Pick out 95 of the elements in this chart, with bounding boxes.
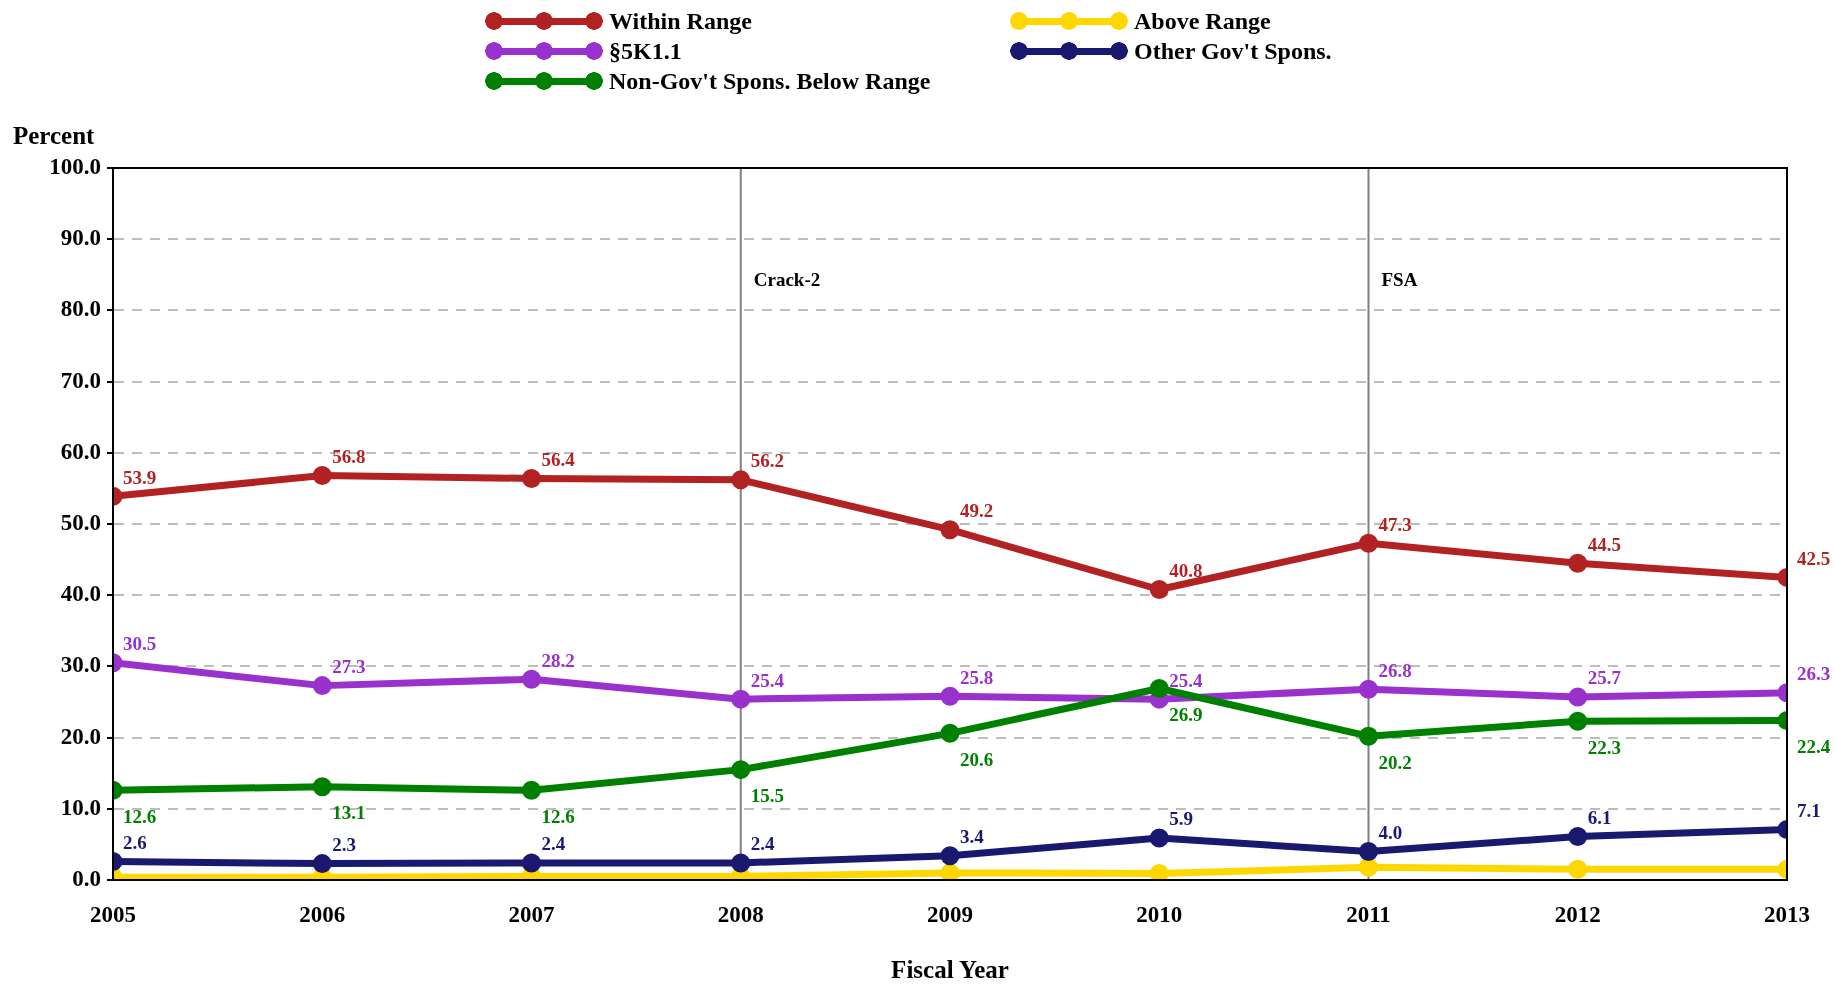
data-label: 30.5: [123, 633, 157, 655]
data-label: 27.3: [332, 656, 366, 678]
data-label: 22.3: [1587, 736, 1621, 758]
point: [1568, 827, 1588, 847]
data-label: 25.4: [1169, 669, 1203, 691]
x-tick-label: 2009: [927, 901, 973, 927]
point: [312, 777, 332, 797]
data-label: 25.4: [750, 669, 785, 691]
data-label: 28.2: [541, 649, 575, 671]
data-label: 56.4: [541, 448, 576, 470]
y-tick-label: 10.0: [60, 794, 101, 820]
data-label: 2.4: [541, 833, 566, 855]
point: [312, 676, 332, 696]
y-tick-label: 40.0: [60, 581, 101, 607]
legend-label: Non-Gov't Spons. Below Range: [609, 67, 931, 95]
point: [940, 846, 960, 866]
point: [1149, 580, 1169, 599]
data-label: 26.3: [1797, 663, 1831, 685]
data-label: 20.6: [960, 748, 994, 770]
point: [1359, 857, 1378, 877]
point: [1149, 828, 1169, 848]
y-tick-label: 80.0: [60, 296, 101, 322]
point: [522, 853, 541, 873]
y-tick-label: 50.0: [60, 509, 101, 535]
point: [1149, 678, 1169, 698]
ref-line-label: Crack-2: [753, 268, 821, 290]
point: [940, 520, 960, 540]
legend-label: Within Range: [609, 7, 752, 35]
y-tick-label: 60.0: [60, 438, 101, 464]
data-label: 12.6: [541, 805, 575, 827]
x-tick-label: 2008: [717, 901, 764, 927]
legend-label: §5K1.1: [609, 37, 682, 65]
data-label: 26.8: [1378, 659, 1412, 681]
data-label: 6.1: [1587, 806, 1612, 828]
data-label: 44.5: [1587, 533, 1621, 555]
y-tick-label: 30.0: [60, 652, 101, 678]
y-tick-label: 0.0: [72, 865, 101, 891]
x-tick-label: 2012: [1554, 901, 1601, 927]
point: [312, 466, 332, 486]
data-label: 3.4: [960, 826, 985, 848]
data-label: 2.3: [332, 834, 356, 856]
legend-label: Other Gov't Spons.: [1134, 37, 1332, 65]
x-axis-title: Fiscal Year: [891, 956, 1009, 984]
data-label: 2.4: [750, 833, 775, 855]
point: [522, 468, 541, 488]
point: [522, 669, 541, 689]
data-label: 56.2: [750, 450, 784, 472]
data-label: 53.9: [123, 466, 157, 488]
data-label: 56.8: [332, 445, 366, 467]
data-label: 4.0: [1378, 821, 1403, 843]
data-label: 40.8: [1169, 559, 1203, 581]
point: [1568, 711, 1588, 731]
x-tick-label: 2013: [1764, 901, 1810, 927]
point: [1359, 533, 1378, 553]
point: [1359, 842, 1378, 862]
x-tick-label: 2005: [90, 901, 136, 927]
data-label: 42.5: [1797, 547, 1831, 569]
legend-label: Above Range: [1134, 7, 1271, 35]
point: [1359, 726, 1378, 746]
data-label: 47.3: [1378, 513, 1412, 535]
data-label: 25.7: [1587, 667, 1622, 689]
x-tick-label: 2011: [1346, 901, 1391, 927]
data-label: 20.2: [1378, 751, 1412, 773]
point: [731, 689, 751, 709]
x-tick-label: 2007: [508, 901, 555, 927]
data-label: 26.9: [1169, 703, 1203, 725]
y-axis-title: Percent: [13, 122, 96, 150]
ref-line-label: FSA: [1381, 268, 1418, 290]
y-tick-label: 100.0: [49, 153, 101, 179]
point: [940, 863, 960, 880]
data-label: 15.5: [750, 785, 784, 807]
x-tick-label: 2006: [299, 901, 346, 927]
point: [940, 723, 960, 743]
y-tick-label: 90.0: [60, 225, 101, 251]
data-label: 5.9: [1169, 808, 1193, 830]
x-tick-label: 2010: [1136, 901, 1183, 927]
point: [940, 686, 960, 706]
point: [1568, 859, 1588, 879]
data-label: 2.6: [123, 831, 147, 853]
point: [731, 853, 751, 873]
point: [522, 780, 541, 800]
data-label: 13.1: [332, 802, 366, 824]
data-label: 7.1: [1797, 799, 1821, 821]
data-label: 49.2: [960, 500, 994, 522]
point: [731, 760, 751, 780]
point: [1568, 553, 1588, 573]
data-label: 22.4: [1797, 735, 1831, 757]
data-label: 12.6: [123, 805, 157, 827]
y-tick-label: 20.0: [60, 723, 101, 749]
data-label: 25.8: [960, 666, 994, 688]
point: [312, 854, 332, 874]
point: [1568, 687, 1588, 707]
y-tick-label: 70.0: [60, 367, 101, 393]
point: [1359, 679, 1378, 699]
point: [731, 470, 751, 490]
